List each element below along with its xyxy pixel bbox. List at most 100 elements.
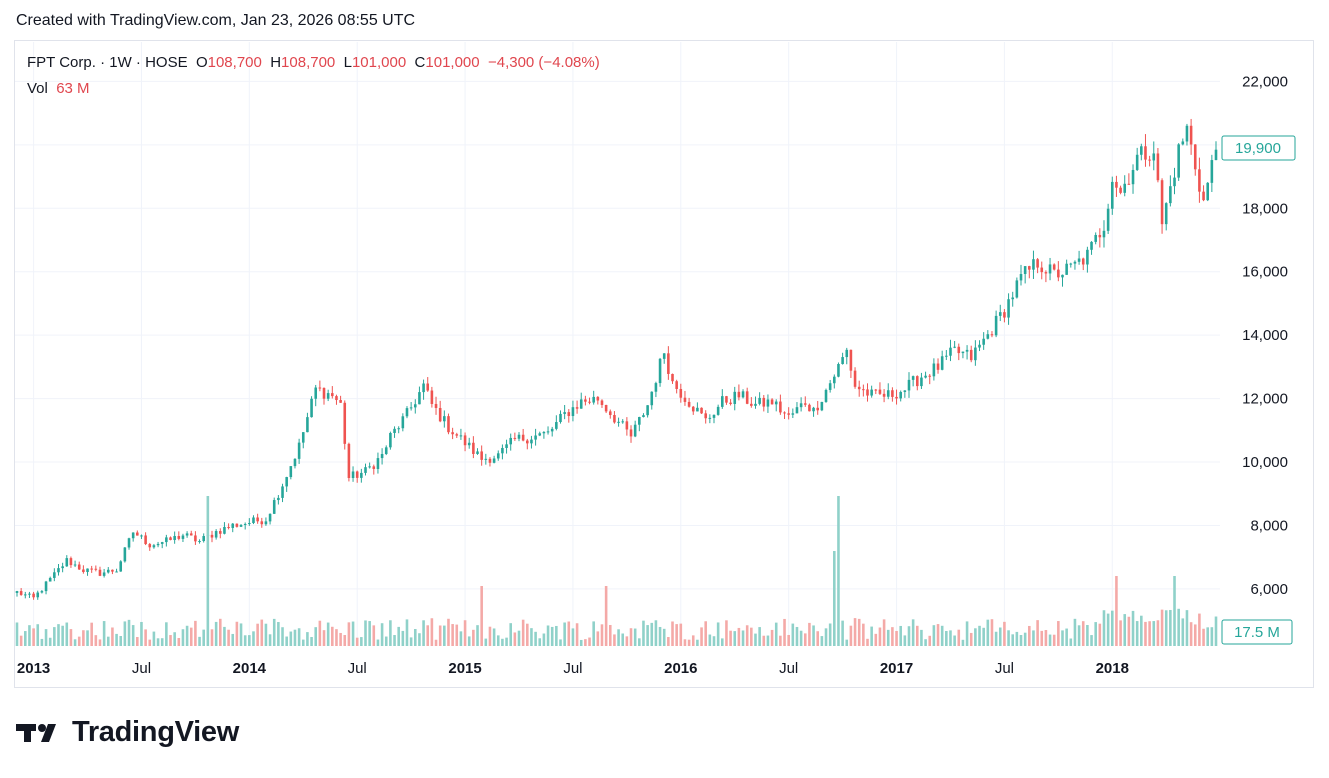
candle-body	[185, 533, 189, 536]
volume-bar	[733, 631, 737, 646]
candle-body	[696, 407, 699, 412]
volume-bar	[239, 623, 243, 646]
tradingview-logo: TradingView	[16, 716, 239, 749]
candle-body	[198, 541, 201, 543]
candle-body	[1044, 272, 1048, 274]
volume-bar	[119, 636, 123, 646]
candle-body	[833, 376, 836, 384]
volume-bar	[957, 629, 961, 646]
volume-legend: Vol 63 M	[27, 80, 90, 97]
candle-body	[210, 534, 214, 538]
volume-bar	[571, 628, 575, 646]
candle-body	[1214, 149, 1218, 161]
volume-bar	[472, 629, 475, 646]
x-tick-label: 2018	[1096, 660, 1129, 677]
volume-bar	[156, 638, 160, 646]
candle-body	[260, 521, 264, 525]
volume-bar	[849, 625, 853, 646]
volume-bar	[588, 637, 591, 646]
volume-bar	[982, 627, 985, 646]
candle-body	[990, 334, 994, 336]
candle-body	[136, 532, 139, 536]
candle-body	[48, 577, 52, 582]
volume-bar	[530, 628, 533, 646]
candle-body	[737, 391, 741, 398]
volume-bar	[563, 622, 566, 646]
chart-frame[interactable]	[14, 40, 1314, 688]
y-tick-label: 12,000	[1242, 391, 1288, 408]
candle-body	[920, 377, 923, 387]
volume-bar	[401, 630, 405, 646]
candle-body	[638, 417, 641, 425]
candle-body	[1160, 180, 1164, 225]
candle-body	[98, 569, 102, 576]
y-tick-label: 6,000	[1250, 581, 1288, 598]
candle-body	[1156, 153, 1160, 181]
volume-bar	[355, 637, 359, 646]
volume-bar	[61, 625, 64, 646]
volume-bar	[1011, 634, 1015, 646]
volume-bar	[331, 626, 334, 646]
candle-body	[799, 403, 803, 408]
volume-bar	[488, 626, 492, 646]
volume-bar	[853, 618, 857, 646]
volume-bar	[700, 627, 703, 646]
volume-bar	[969, 632, 973, 646]
volume-bar	[1069, 638, 1073, 646]
volume-bar	[1086, 625, 1089, 646]
volume-bar	[480, 586, 483, 646]
volume-bar	[633, 628, 637, 646]
volume-bar	[1119, 620, 1122, 646]
legend-exchange: HOSE	[145, 54, 188, 71]
candle-body	[335, 396, 338, 401]
price-chart[interactable]: 22,00020,00018,00016,00014,00012,00010,0…	[0, 0, 1329, 700]
candle-body	[915, 376, 919, 387]
candle-body	[1198, 169, 1201, 192]
candle-body	[451, 432, 454, 435]
volume-bar	[434, 639, 438, 646]
candle-body	[691, 406, 695, 412]
volume-bar	[704, 621, 707, 646]
candle-body	[662, 353, 666, 359]
volume-bar	[1048, 634, 1052, 646]
volume-bar	[741, 630, 745, 646]
candle-body	[484, 458, 488, 460]
volume-bar	[621, 633, 625, 646]
candle-body	[1115, 181, 1118, 188]
candle-body	[530, 439, 533, 444]
volume-bar	[1044, 630, 1048, 646]
candle-body	[1011, 297, 1015, 300]
volume-bar	[484, 638, 488, 646]
candle-body	[1193, 144, 1197, 170]
volume-bar	[824, 628, 828, 646]
volume-bar	[1052, 634, 1056, 646]
volume-bar	[708, 634, 712, 646]
candle-body	[102, 572, 106, 576]
volume-bar	[393, 635, 396, 646]
volume-bar	[874, 633, 878, 646]
candle-body	[538, 433, 542, 436]
candle-body	[306, 417, 309, 433]
candle-body	[256, 517, 259, 522]
volume-bar	[94, 635, 98, 646]
candle-body	[625, 421, 629, 430]
volume-bar	[430, 618, 434, 646]
candle-body	[849, 349, 853, 371]
volume-bar	[555, 625, 558, 646]
candle-body	[878, 389, 882, 394]
volume-bar	[949, 630, 952, 646]
volume-bar	[40, 638, 44, 646]
candle-body	[389, 432, 392, 448]
volume-bar	[725, 620, 728, 646]
candle-body	[1140, 146, 1143, 155]
volume-bar	[899, 625, 902, 646]
candle-body	[733, 391, 737, 404]
candle-body	[575, 407, 579, 409]
candle-body	[592, 396, 595, 403]
candle-body	[393, 428, 396, 433]
volume-bar	[667, 637, 670, 646]
candle-body	[57, 568, 60, 573]
volume-bar	[1148, 621, 1151, 646]
volume-bar	[277, 622, 280, 646]
candle-body	[384, 447, 388, 454]
